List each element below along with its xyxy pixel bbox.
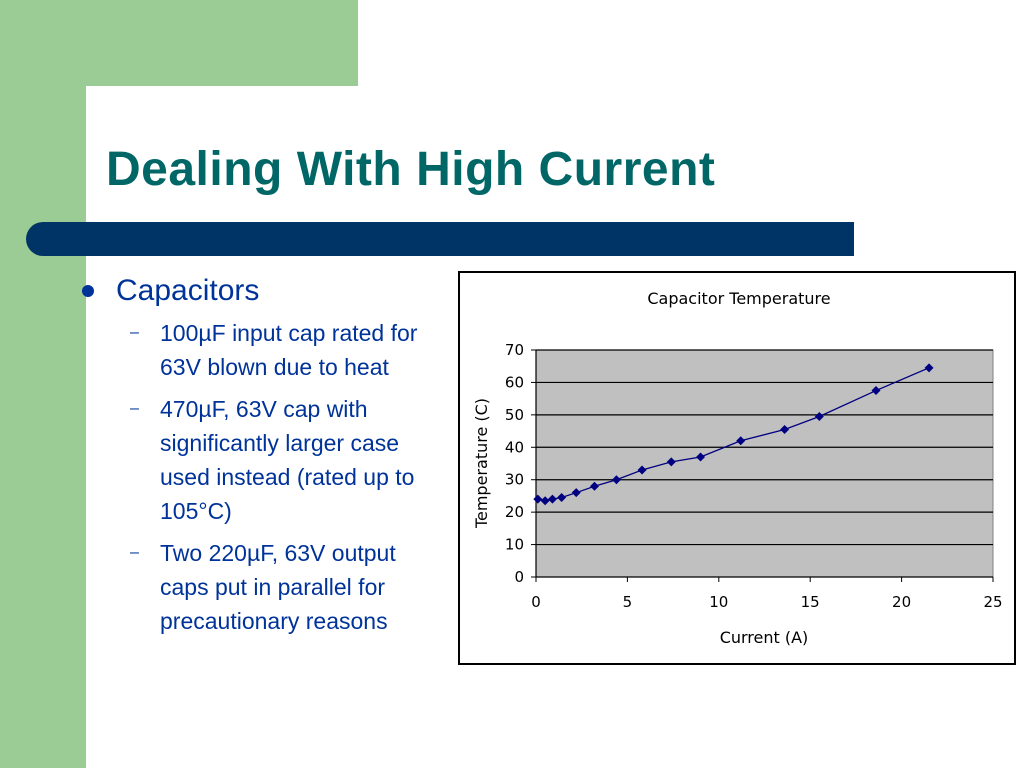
data-point [924,363,934,373]
x-tick-label: 5 [623,593,633,611]
data-point [696,452,706,462]
y-tick-label: 60 [505,373,524,391]
green-accent-side [0,0,86,768]
data-point [871,386,881,396]
slide-title: Dealing With High Current [106,143,716,196]
data-point [637,465,647,475]
x-tick-label: 20 [892,593,911,611]
data-point [736,436,746,446]
dash-icon: – [130,324,139,341]
y-tick-label: 20 [505,503,524,521]
data-point [547,494,557,504]
content-corner [86,86,206,206]
y-tick-label: 70 [505,341,524,359]
temperature-chart: Capacitor Temperature Current (A) Temper… [472,289,1003,647]
plot-area [535,349,994,578]
y-tick-label: 50 [505,406,524,424]
data-point [533,494,543,504]
x-tick-label: 10 [709,593,728,611]
y-tick-label: 0 [514,568,524,586]
x-tick-label: 15 [801,593,820,611]
bullet-capacitors: Capacitors [82,274,452,308]
dash-icon: – [130,400,139,417]
y-tick-label: 30 [505,471,524,489]
y-tick-label: 40 [505,438,524,456]
x-axis-label: Current (A) [720,628,809,647]
chart-frame: Capacitor Temperature Current (A) Temper… [458,271,1016,665]
data-point [571,488,581,498]
sub-bullet-text: 100µF input cap rated for 63V blown due … [160,320,418,380]
sub-bullet-text: Two 220µF, 63V output caps put in parall… [160,540,396,634]
data-point [557,493,567,503]
bullet-dot-icon [82,285,94,297]
bullet-label: Capacitors [116,274,260,307]
x-tick-label: 25 [983,593,1002,611]
chart-title: Capacitor Temperature [647,289,830,308]
data-point [611,475,621,485]
y-axis-label: Temperature (C) [472,398,491,529]
sub-bullet: – 100µF input cap rated for 63V blown du… [82,316,452,384]
sub-bullet-list: – 100µF input cap rated for 63V blown du… [82,316,452,638]
data-point [814,411,824,421]
x-tick-label: 0 [531,593,541,611]
data-point [780,424,790,434]
y-tick-label: 10 [505,536,524,554]
data-point [666,457,676,467]
title-underline-bar [26,222,854,256]
sub-bullet: – Two 220µF, 63V output caps put in para… [82,536,452,638]
bullet-list: Capacitors – 100µF input cap rated for 6… [82,274,452,646]
data-point [589,481,599,491]
sub-bullet-text: 470µF, 63V cap with significantly larger… [160,396,415,524]
dash-icon: – [130,544,139,561]
data-point [540,496,550,506]
sub-bullet: – 470µF, 63V cap with significantly larg… [82,392,452,528]
